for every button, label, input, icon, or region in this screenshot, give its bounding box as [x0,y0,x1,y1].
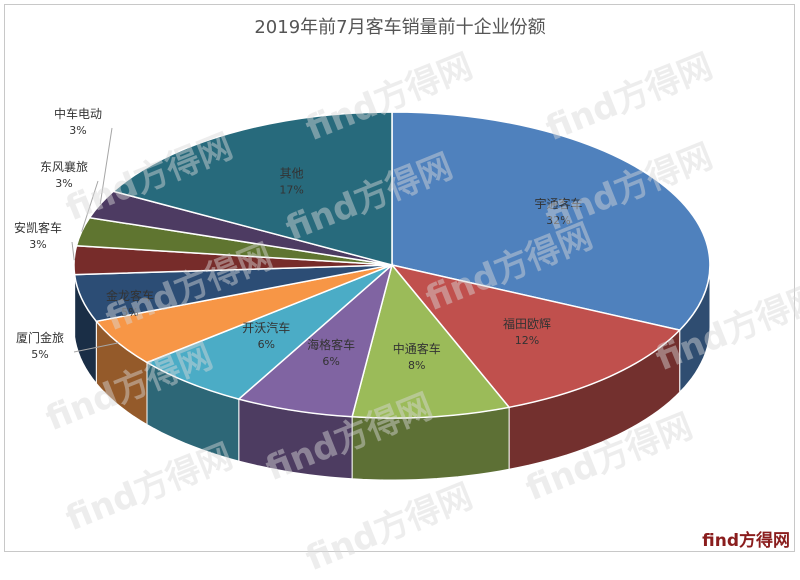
slice-开沃汽车 [145,264,393,400]
slice-label-开沃汽车: 开沃汽车 [242,320,290,335]
slice-label-海格客车: 海格客车 [307,337,355,352]
slice-value-中通客车: 8% [408,359,425,372]
leader-line-厦门金旅 [73,342,119,353]
slice-label-其他: 其他 [280,166,304,180]
slice-label-厦门金旅: 厦门金旅 [16,330,64,345]
slice-value-安凯客车: 3% [29,238,46,251]
slice-value-开沃汽车: 6% [258,338,275,351]
brand-logo: find方得网 [702,531,790,551]
chart-title: 2019年前7月客车销量前十企业份额 [254,17,546,38]
slice-value-福田欧辉: 12% [515,334,539,347]
slice-label-金龙客车: 金龙客车 [106,288,154,303]
slice-label-宇通客车: 宇通客车 [534,196,582,211]
slice-中通客车 [351,263,511,419]
slice-value-金龙客车: 5% [121,306,138,319]
slice-value-海格客车: 6% [322,355,339,368]
slice-label-中车电动: 中车电动 [54,106,102,121]
slice-value-中车电动: 3% [69,124,86,137]
slice-value-厦门金旅: 5% [31,348,48,361]
leader-line-中车电动 [99,127,113,205]
slice-label-福田欧辉: 福田欧辉 [503,316,551,331]
slice-value-东风襄旅: 3% [55,177,72,190]
slice-value-宇通客车: 32% [546,214,570,227]
leader-line-安凯客车 [71,241,75,261]
leader-line-东风襄旅 [81,180,99,232]
slice-其他 [111,111,393,266]
slice-海格客车 [237,262,394,418]
slice-label-安凯客车: 安凯客车 [14,220,62,235]
slice-label-中通客车: 中通客车 [393,341,441,356]
slice-value-其他: 17% [279,183,303,196]
pie-chart: 宇通客车 32% 福田欧辉 12% 中通客车 8% 海格客车 6% 开沃汽车 6% 厦门金旅 5% 金龙… [14,106,711,481]
slice-福田欧辉 [390,263,682,409]
slice-label-东风襄旅: 东风襄旅 [40,159,88,174]
slice-宇通客车 [391,111,711,331]
